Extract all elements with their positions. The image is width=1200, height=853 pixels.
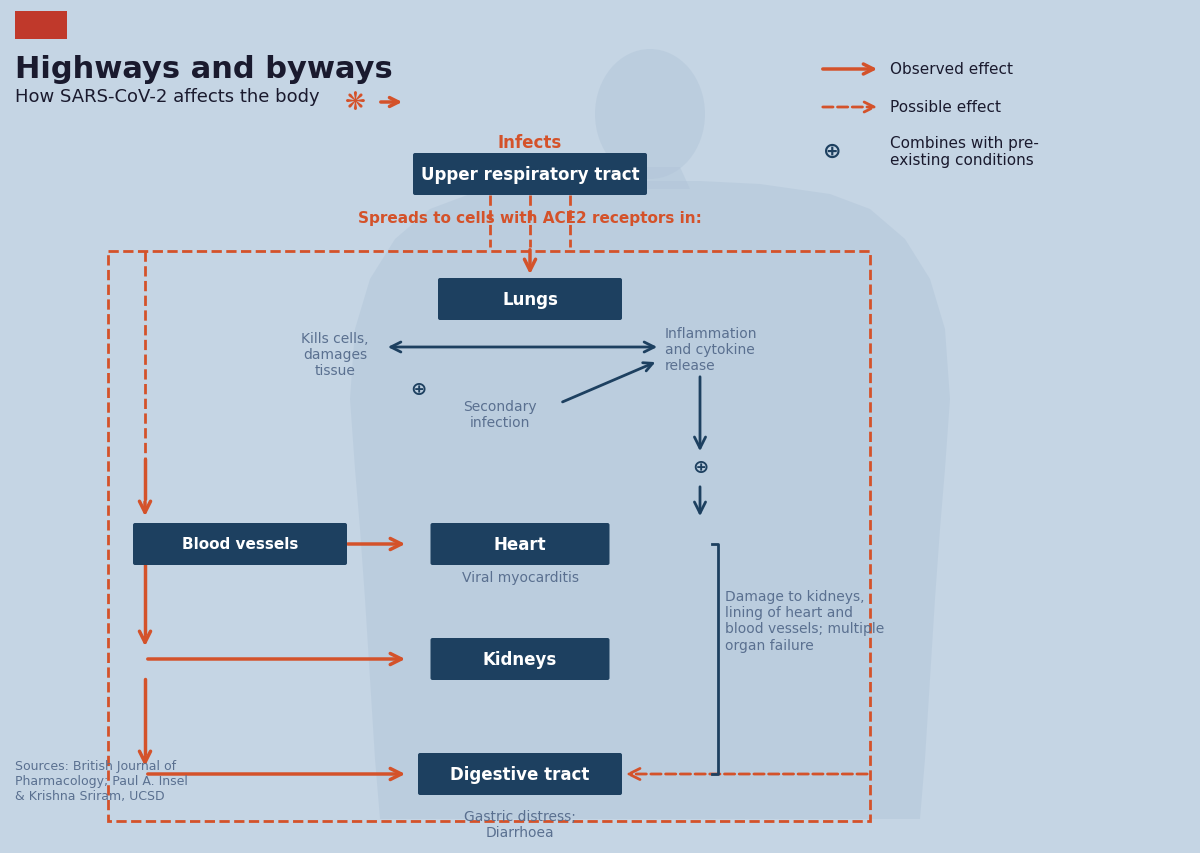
- Text: ⊕: ⊕: [410, 380, 426, 399]
- Ellipse shape: [595, 50, 706, 180]
- FancyBboxPatch shape: [431, 524, 610, 566]
- Text: Gastric distress;
Diarrhoea: Gastric distress; Diarrhoea: [464, 809, 576, 839]
- FancyBboxPatch shape: [14, 12, 67, 40]
- Text: Digestive tract: Digestive tract: [450, 765, 589, 783]
- Polygon shape: [610, 168, 690, 189]
- Text: ⊕: ⊕: [823, 142, 841, 162]
- Text: Upper respiratory tract: Upper respiratory tract: [421, 165, 640, 183]
- Text: Kills cells,
damages
tissue: Kills cells, damages tissue: [301, 332, 368, 378]
- Text: ❋: ❋: [344, 91, 366, 115]
- Text: Combines with pre-
existing conditions: Combines with pre- existing conditions: [890, 136, 1039, 168]
- Text: Highways and byways: Highways and byways: [14, 55, 392, 84]
- Polygon shape: [350, 182, 950, 819]
- Text: Kidneys: Kidneys: [482, 650, 557, 668]
- FancyBboxPatch shape: [413, 154, 647, 196]
- FancyBboxPatch shape: [133, 524, 347, 566]
- Text: Sources: British Journal of
Pharmacology; Paul A. Insel
& Krishna Sriram, UCSD: Sources: British Journal of Pharmacology…: [14, 759, 188, 802]
- Text: Secondary
infection: Secondary infection: [463, 399, 536, 430]
- Text: Heart: Heart: [493, 536, 546, 554]
- Text: Spreads to cells with ACE2 receptors in:: Spreads to cells with ACE2 receptors in:: [358, 210, 702, 225]
- Text: Damage to kidneys,
lining of heart and
blood vessels; multiple
organ failure: Damage to kidneys, lining of heart and b…: [725, 589, 884, 652]
- FancyBboxPatch shape: [418, 753, 622, 795]
- Text: Possible effect: Possible effect: [890, 101, 1001, 115]
- FancyBboxPatch shape: [438, 279, 622, 321]
- Text: Blood vessels: Blood vessels: [182, 537, 298, 552]
- Text: Observed effect: Observed effect: [890, 62, 1013, 78]
- FancyBboxPatch shape: [431, 638, 610, 680]
- Text: How SARS-CoV-2 affects the body: How SARS-CoV-2 affects the body: [14, 88, 319, 106]
- Text: Lungs: Lungs: [502, 291, 558, 309]
- Text: Viral myocarditis: Viral myocarditis: [462, 571, 578, 584]
- Text: ⊕: ⊕: [692, 458, 708, 477]
- Text: Inflammation
and cytokine
release: Inflammation and cytokine release: [665, 327, 757, 373]
- Text: Infects: Infects: [498, 134, 562, 152]
